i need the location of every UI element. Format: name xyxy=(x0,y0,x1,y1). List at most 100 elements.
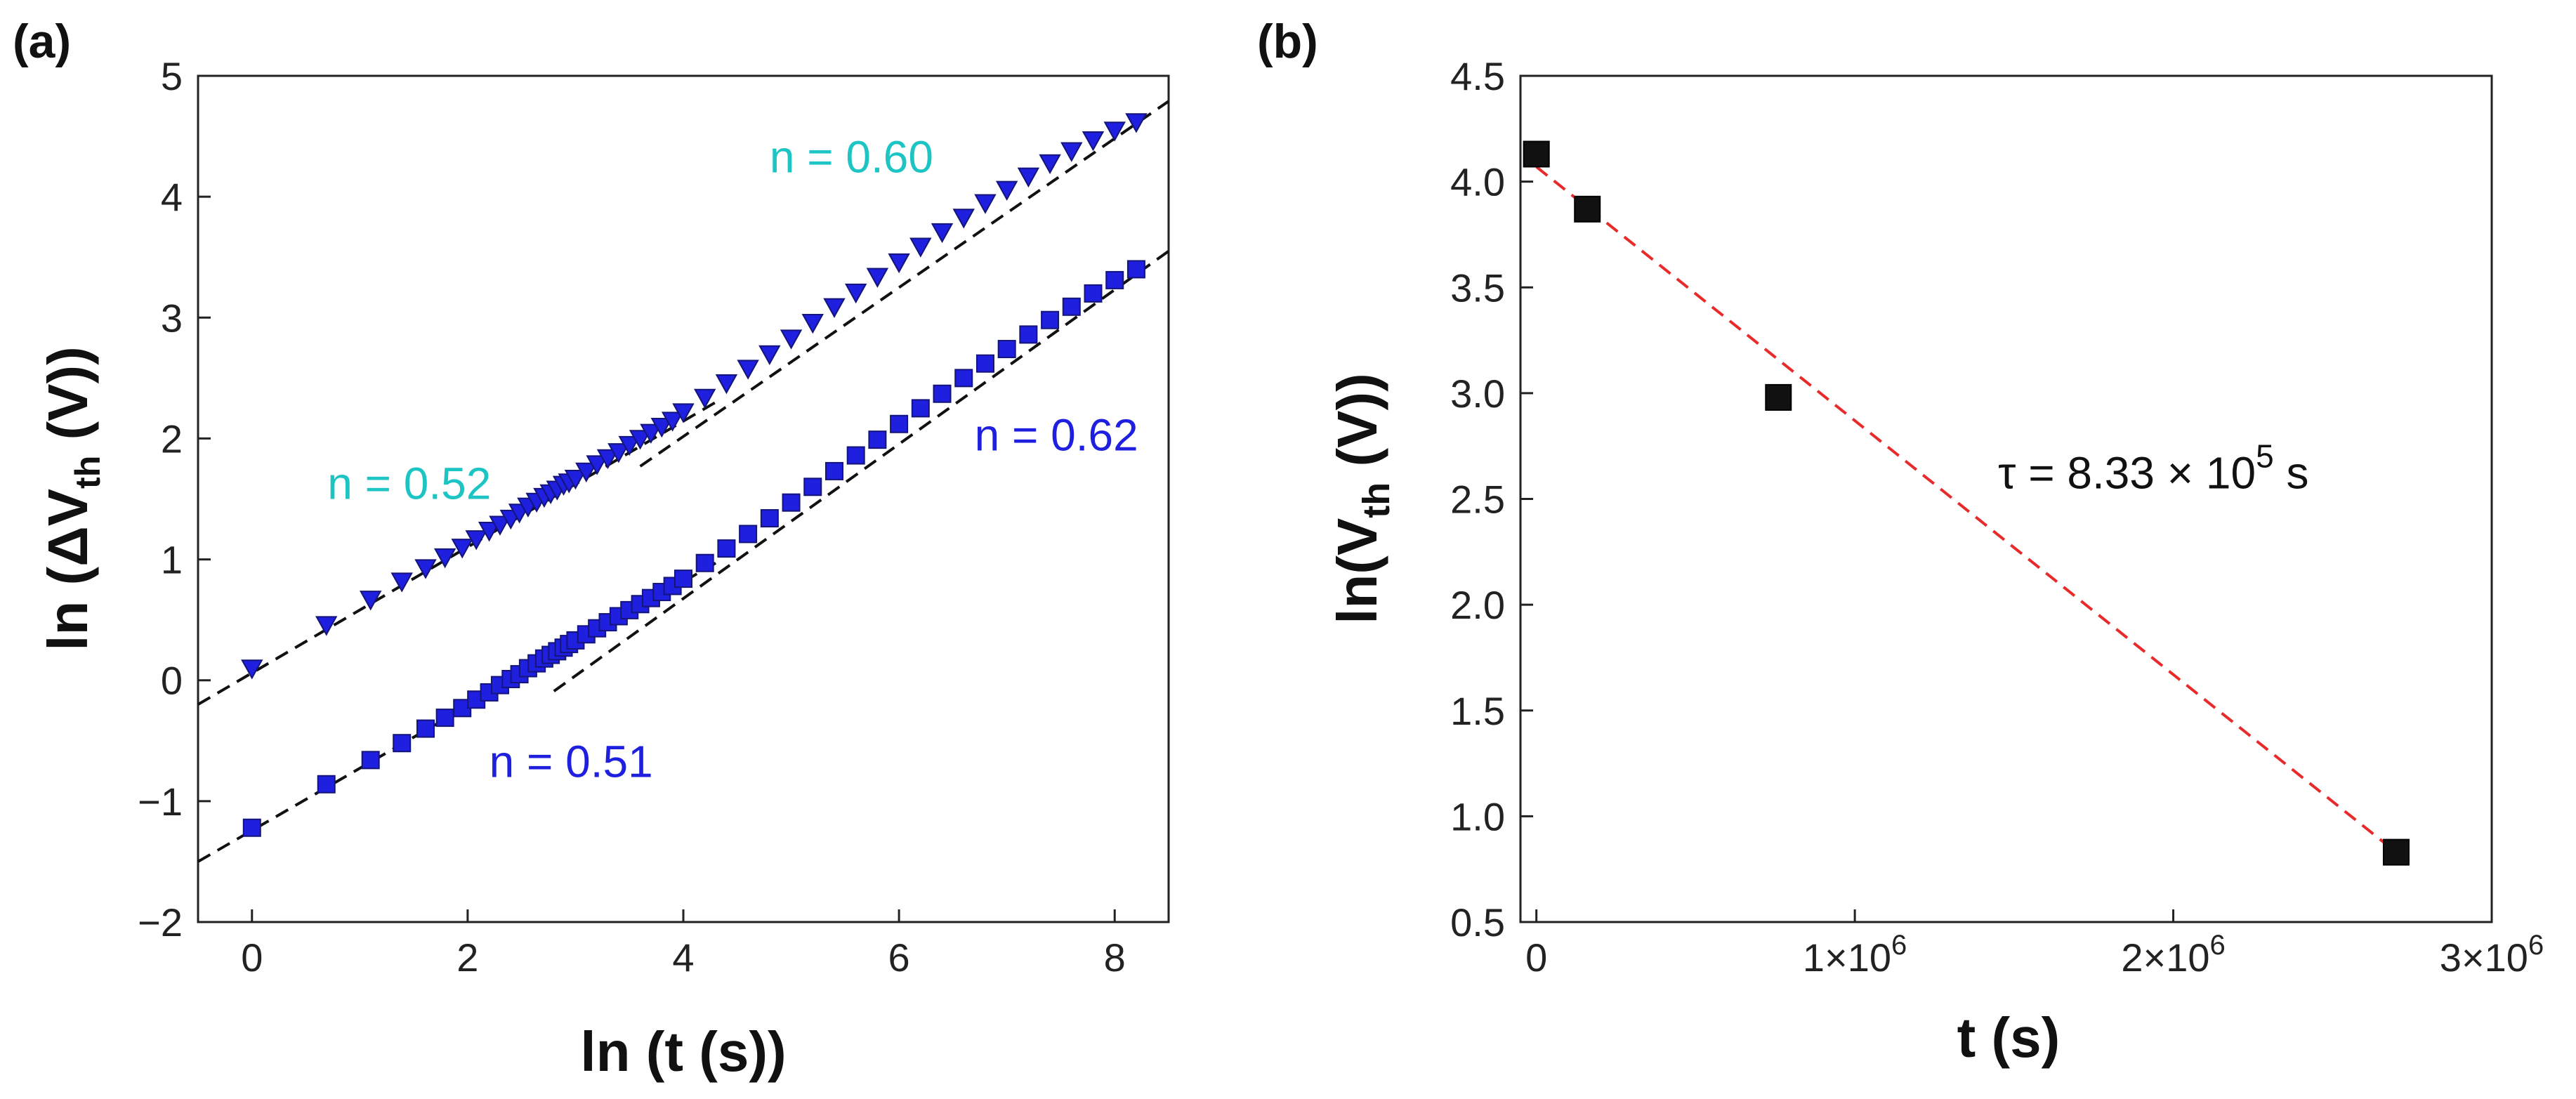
a-point-upper xyxy=(640,423,662,444)
b-y-tick-label: 0.5 xyxy=(1450,900,1505,945)
a-point-upper xyxy=(315,616,338,636)
a-point-upper xyxy=(866,268,889,288)
a-point-upper xyxy=(1125,113,1148,133)
a-x-tick-label: 6 xyxy=(888,935,910,980)
a-point-lower xyxy=(435,709,454,728)
panel-b-ticks: 0 1×106 2×106 3×106 0.5 1.0 1.5 2.0 2.5 3.0 3.5 4.0… xyxy=(1450,54,2544,980)
a-point-upper xyxy=(909,237,932,258)
a-y-tick-label: 2 xyxy=(161,416,183,461)
a-point-upper xyxy=(715,374,738,395)
a-point-upper xyxy=(575,462,598,482)
b-y-tick-label: 2.0 xyxy=(1450,583,1505,627)
a-point-upper xyxy=(974,194,997,214)
b-y-tick-label: 3.5 xyxy=(1450,265,1505,310)
a-point-lower xyxy=(782,493,801,512)
a-point-lower xyxy=(868,430,887,449)
a-point-upper xyxy=(1017,167,1040,187)
a-point-lower xyxy=(361,751,380,770)
a-annotation: n = 0.52 xyxy=(327,459,491,509)
a-y-tick-label: −1 xyxy=(138,779,183,824)
b-x-tick-label: 0 xyxy=(1525,935,1547,980)
a-point-upper xyxy=(596,449,619,470)
a-point-upper xyxy=(737,360,759,380)
a-y-tick-label: 0 xyxy=(161,659,183,703)
panel-a-ticks: 0 2 4 6 8 −2 −1 0 1 2 3 4 5 xyxy=(138,54,1126,980)
a-point-lower xyxy=(1019,325,1038,344)
a-point-lower xyxy=(824,461,843,480)
b-point-data xyxy=(2382,838,2410,866)
a-y-tick-label: 1 xyxy=(161,538,183,582)
a-fit-line xyxy=(553,249,1170,692)
panel-a-x-axis-label: ln (t (s)) xyxy=(580,1020,786,1083)
panel-a-ylabel-delta: Δ xyxy=(37,526,99,567)
a-y-tick-label: 4 xyxy=(161,175,183,219)
b-y-tick-label: 1.5 xyxy=(1450,689,1505,733)
panel-b-points xyxy=(1523,140,2410,866)
panel-b-ylabel-suffix: (V)) xyxy=(1326,373,1388,482)
a-x-tick-label: 4 xyxy=(672,935,694,980)
a-point-upper xyxy=(995,180,1018,201)
a-point-upper xyxy=(414,559,437,579)
a-point-upper xyxy=(672,403,695,423)
a-point-lower xyxy=(846,446,865,465)
panel-b: (b) 0 1×106 2×106 3×106 0.5 1.0 1.5 2.0 2.5 3.0 3.… xyxy=(1257,15,2544,1069)
b-x-tick-label: 3×106 xyxy=(2440,930,2544,980)
panel-b-ylabel-sub: th xyxy=(1355,482,1398,518)
b-x-tick-label: 2×106 xyxy=(2121,930,2225,980)
a-point-lower xyxy=(416,719,435,738)
a-point-upper xyxy=(1060,142,1083,162)
b-y-tick-label: 1.0 xyxy=(1450,794,1505,838)
a-point-upper xyxy=(661,412,684,432)
a-point-lower xyxy=(739,525,758,544)
a-point-upper xyxy=(607,443,630,463)
a-point-upper xyxy=(758,345,781,365)
a-fit-line xyxy=(639,100,1170,468)
b-point-data xyxy=(1574,195,1601,223)
a-fit-line xyxy=(197,401,717,706)
a-point-upper xyxy=(780,329,803,350)
a-point-upper xyxy=(952,209,975,229)
a-point-upper xyxy=(564,470,587,490)
a-point-lower xyxy=(1105,270,1124,289)
a-point-lower xyxy=(975,354,994,373)
a-point-lower xyxy=(803,478,822,496)
panel-b-fit-lines xyxy=(1535,165,2398,854)
b-y-tick-label: 4.5 xyxy=(1450,54,1505,98)
a-point-upper xyxy=(359,591,382,611)
panel-a-annotations: n = 0.60 n = 0.52 n = 0.62 n = 0.51 xyxy=(327,132,1138,787)
a-point-upper xyxy=(801,313,824,334)
b-point-data xyxy=(1523,140,1550,168)
a-x-tick-label: 0 xyxy=(241,935,263,980)
a-point-upper xyxy=(629,430,652,450)
a-annotation: n = 0.60 xyxy=(770,132,933,183)
a-point-lower xyxy=(317,775,336,794)
b-x-tick-label: 1×106 xyxy=(1803,930,1907,980)
a-point-lower xyxy=(717,539,736,558)
a-point-lower xyxy=(760,509,779,528)
panel-a-y-axis-label: ln (ΔVth (V)) xyxy=(37,346,107,651)
a-point-lower xyxy=(1084,284,1103,303)
a-point-upper xyxy=(433,548,456,569)
a-point-upper xyxy=(451,539,473,559)
a-point-upper xyxy=(390,572,413,593)
a-point-lower xyxy=(242,818,261,837)
a-point-upper xyxy=(650,418,673,438)
a-point-upper xyxy=(1082,131,1105,152)
a-point-lower xyxy=(1062,297,1081,316)
a-point-lower xyxy=(1041,310,1060,329)
a-y-tick-label: 5 xyxy=(161,54,183,98)
b-y-tick-label: 4.0 xyxy=(1450,160,1505,204)
panel-b-ylabel-main: V xyxy=(1326,518,1388,555)
a-point-upper xyxy=(823,298,846,318)
a-point-upper xyxy=(465,530,487,551)
a-point-lower xyxy=(695,553,714,572)
a-point-upper xyxy=(478,522,501,542)
a-point-lower xyxy=(933,384,952,403)
panel-a-ylabel-main: V xyxy=(37,489,99,526)
b-annotation: τ = 8.33 × 105 s xyxy=(1998,437,2308,498)
a-point-upper xyxy=(1039,154,1061,175)
panel-b-plot-frame xyxy=(1519,74,2493,923)
a-point-upper xyxy=(1103,121,1126,142)
